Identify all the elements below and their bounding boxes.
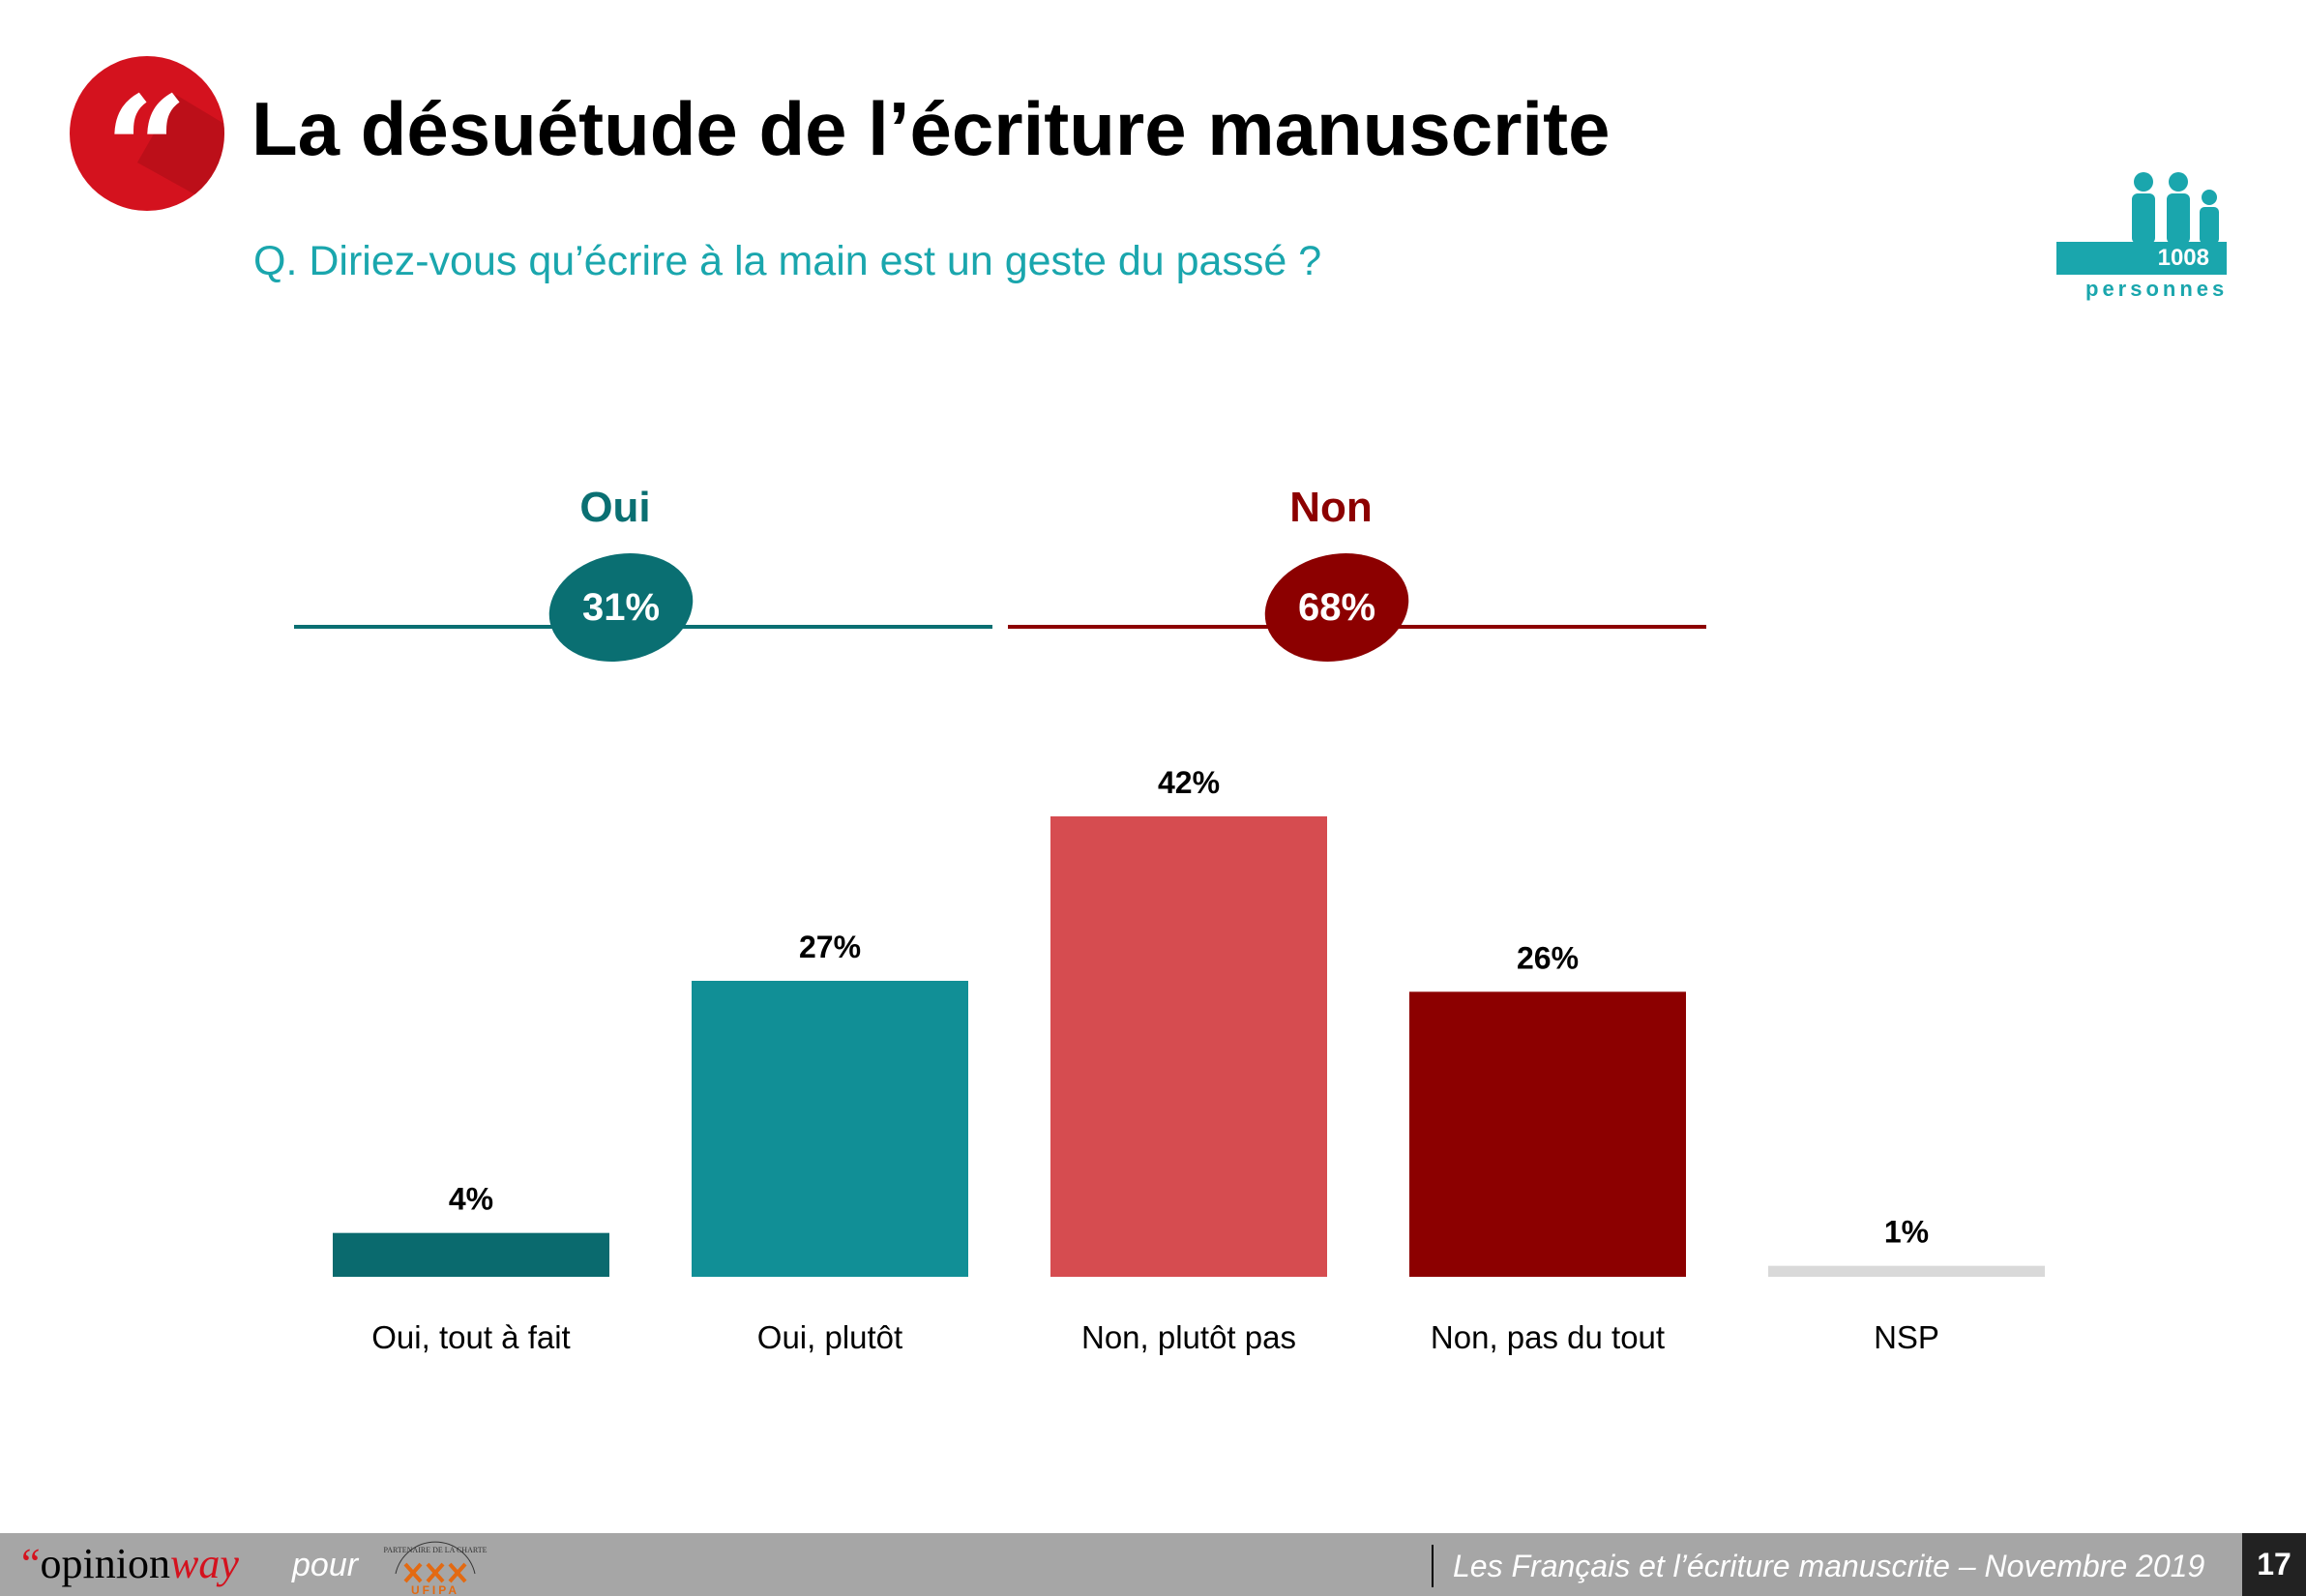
sample-label: personnes (2085, 277, 2229, 301)
bar-3 (1409, 991, 1686, 1277)
bar-1 (692, 981, 968, 1277)
group-oui-total: 31% (539, 540, 703, 675)
bar-value-label-3: 26% (1517, 940, 1579, 975)
bar-4 (1768, 1265, 2045, 1277)
category-label-1: Oui, plutôt (757, 1319, 902, 1355)
page-title: La désuétude de l’écriture manuscrite (251, 86, 1611, 171)
bar-value-label-0: 4% (449, 1182, 493, 1217)
partner-charter-text: PARTENAIRE DE LA CHARTE (384, 1546, 488, 1554)
bar-2 (1050, 816, 1327, 1277)
partner-name: UFIPA (411, 1583, 459, 1595)
quote-glyph: “ (104, 65, 189, 211)
brand-accent: way (169, 1540, 239, 1587)
group-non-label: Non (1289, 484, 1373, 531)
footer-divider (1432, 1545, 1434, 1587)
group-oui-total-value: 31% (581, 586, 661, 629)
category-label-3: Non, pas du tout (1431, 1319, 1665, 1355)
group-non-total: 68% (1255, 540, 1419, 675)
category-label-4: NSP (1874, 1319, 1939, 1355)
footer-report-title: Les Français et l’écriture manuscrite – … (1453, 1549, 2205, 1583)
people-icon (2132, 172, 2219, 244)
category-label-0: Oui, tout à fait (371, 1319, 570, 1355)
bar-value-label-1: 27% (799, 930, 861, 964)
partner-logo: PARTENAIRE DE LA CHARTE UFIPA (384, 1541, 488, 1595)
page-number: 17 (2242, 1533, 2306, 1596)
bar-chart: 4% Oui, tout à fait 27% Oui, plutôt 42% Non, … (333, 765, 2045, 1355)
brand-main: opinion (40, 1540, 170, 1587)
partner-mark (403, 1562, 467, 1583)
footer-bar: “opinionway pour PARTENAIRE DE LA CHARTE… (0, 1533, 2306, 1596)
footer-pour: pour (292, 1547, 359, 1583)
group-oui-label: Oui (579, 484, 651, 531)
sample-count: 1008 (2056, 242, 2227, 275)
category-label-2: Non, plutôt pas (1081, 1319, 1296, 1355)
badge-shadow (137, 95, 224, 211)
bar-value-label-2: 42% (1158, 765, 1220, 800)
quote-badge-icon: “ (70, 56, 224, 211)
bar-0 (333, 1232, 609, 1277)
bar-value-label-4: 1% (1884, 1215, 1929, 1250)
brand-quote: “ (21, 1540, 41, 1587)
sample-size-badge: 1008 personnes (2056, 170, 2227, 306)
survey-question: Q. Diriez-vous qu’écrire à la main est u… (253, 238, 1322, 284)
group-non-total-value: 68% (1297, 586, 1376, 629)
opinionway-logo: “opinionway (21, 1539, 239, 1588)
